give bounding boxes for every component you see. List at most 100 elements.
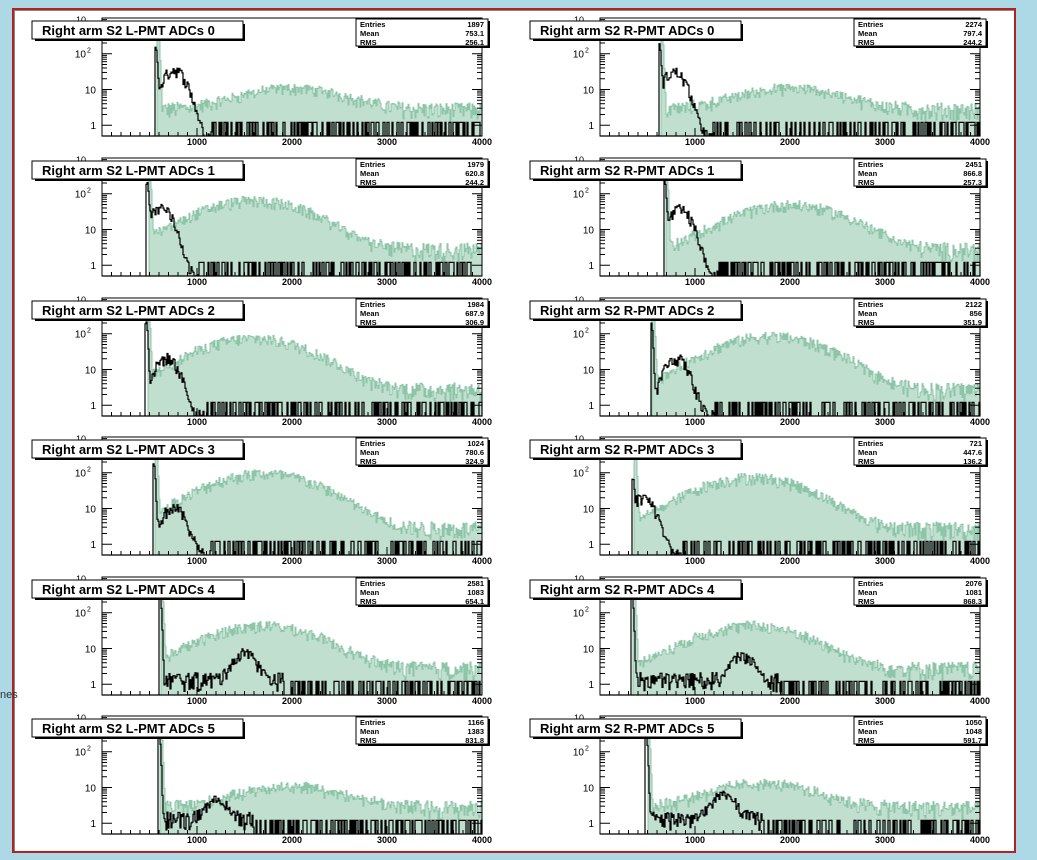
stats-key: Entries [360,718,385,727]
title-shadow [741,722,743,739]
histogram-title: Right arm S2 R-PMT ADCs 1 [529,160,743,181]
y-tick-label-clipped: 10 [76,713,86,723]
x-tick-label: 4000 [472,137,492,147]
y-tick-label: 10 [583,644,595,655]
stats-shadow [488,301,490,328]
stats-shadow [488,440,490,467]
stats-value: 2274 [965,20,983,29]
stats-key: Mean [360,309,380,318]
stats-shadow [856,326,988,328]
x-tick-label: 1000 [685,556,705,566]
x-tick-label: 2000 [282,696,302,706]
stats-shadow [488,719,490,746]
title-shadow [741,304,743,321]
y-tick-label: 10 [85,783,97,794]
stats-shadow [358,186,490,188]
stats-key: RMS [858,38,875,47]
title-shadow [35,39,245,41]
stats-key: RMS [858,178,875,187]
y-tick-label: 10 [75,469,87,480]
canvas-frame [12,8,1016,853]
y-tick-label: 10 [85,225,97,236]
y-tick-exponent: 2 [87,188,91,195]
y-tick-label: 1 [588,261,594,272]
histogram-title: Right arm S2 L-PMT ADCs 0 [31,20,245,41]
y-tick-label: 10 [75,609,87,620]
side-label: nes [0,689,18,701]
y-tick-label: 1 [90,261,96,272]
title-shadow [35,179,245,181]
y-tick-label: 10 [583,225,595,236]
stats-shadow [488,21,490,48]
stats-key: Mean [360,588,380,597]
stats-shadow [856,465,988,467]
y-tick-exponent: 2 [585,328,589,335]
stats-key: RMS [360,597,377,606]
title-shadow [533,179,743,181]
histogram-series-fill [600,447,981,556]
x-tick-label: 1000 [187,696,207,706]
x-tick-label: 1000 [187,556,207,566]
y-tick-label-clipped: 10 [574,713,584,723]
title-shadow [243,443,245,460]
histogram-series-line [600,180,981,277]
x-tick-label: 2000 [780,417,800,427]
stats-value: 447.6 [963,448,982,457]
x-tick-label: 3000 [377,835,397,845]
histogram-series-fill [102,29,483,137]
stats-key: RMS [360,38,377,47]
y-tick-exponent: 2 [585,746,589,753]
stats-value: 244.2 [465,178,484,187]
title-shadow [243,583,245,600]
stats-value: 780.6 [465,448,484,457]
x-tick-label: 3000 [377,417,397,427]
title-shadow [533,319,743,321]
stats-shadow [358,465,490,467]
stats-key: Entries [360,20,385,29]
y-tick-exponent: 2 [585,607,589,614]
title-shadow [741,164,743,181]
histogram-series-fill [102,447,483,556]
x-tick-label: 2000 [780,277,800,287]
x-tick-label: 4000 [970,835,990,845]
histogram-series-line [600,43,981,137]
x-tick-label: 2000 [282,277,302,287]
stats-value: 654.1 [465,597,484,606]
stats-box: Entries 2274 Mean 797.4 RMS 244.2 [853,18,988,48]
stats-key: RMS [858,736,875,745]
title-text: Right arm S2 R-PMT ADCs 1 [540,163,714,178]
y-tick-label: 10 [583,85,595,96]
stats-key: Mean [858,169,878,178]
stats-value: 1897 [467,20,484,29]
stats-key: Entries [858,20,883,29]
y-tick-label: 1 [588,540,594,551]
stats-value: 351.9 [963,318,982,327]
y-tick-label: 10 [583,365,595,376]
stats-key: RMS [858,457,875,466]
y-tick-label-clipped: 10 [76,295,86,305]
stats-key: Entries [360,439,385,448]
title-shadow [741,443,743,460]
x-tick-label: 3000 [377,137,397,147]
x-tick-label: 4000 [472,417,492,427]
stats-shadow [986,301,988,328]
stats-value: 868.3 [963,597,982,606]
x-tick-label: 4000 [472,696,492,706]
histogram-title: Right arm S2 R-PMT ADCs 5 [529,718,743,739]
x-tick-label: 4000 [970,277,990,287]
stats-key: Entries [858,579,883,588]
stats-value: 244.2 [963,38,982,47]
stats-shadow [986,161,988,188]
stats-value: 306.9 [465,318,484,327]
stats-shadow [488,161,490,188]
y-tick-label: 1 [90,401,96,412]
y-tick-label-clipped: 10 [76,15,86,25]
title-text: Right arm S2 L-PMT ADCs 3 [42,442,215,457]
y-tick-exponent: 2 [87,48,91,55]
